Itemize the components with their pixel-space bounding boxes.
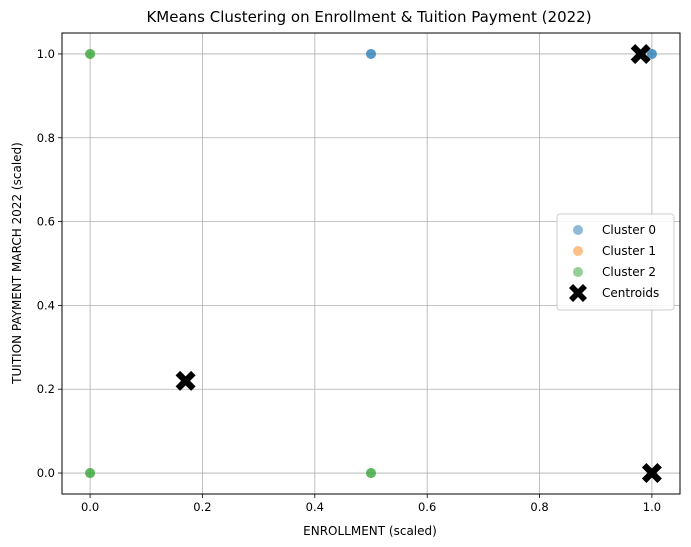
centroid-marker xyxy=(641,463,662,484)
x-axis-label: ENROLLMENT (scaled) xyxy=(303,524,437,538)
data-point-overlap xyxy=(85,468,96,479)
y-tick-label: 0.4 xyxy=(37,298,55,312)
x-tick-label: 0.8 xyxy=(530,500,548,514)
y-tick-label: 0.0 xyxy=(37,466,55,480)
data-point-overlap xyxy=(85,48,96,59)
legend-marker xyxy=(573,246,583,256)
y-tick-label: 0.6 xyxy=(37,215,55,229)
data-point-overlap xyxy=(366,48,376,59)
data-point-overlap xyxy=(366,468,376,479)
y-axis-label: TUITION PAYMENT MARCH 2022 (scaled) xyxy=(10,142,24,385)
data-point-overlap xyxy=(646,48,657,59)
legend-label: Cluster 0 xyxy=(602,223,656,237)
legend-label: Centroids xyxy=(602,286,659,300)
legend-marker xyxy=(573,267,583,277)
x-tick-label: 0.0 xyxy=(81,500,99,514)
legend-label: Cluster 1 xyxy=(602,244,656,258)
x-tick-label: 0.2 xyxy=(193,500,211,514)
axis-ticks: 0.0 0.2 0.4 0.6 0.8 1.0 0.0 0.2 0.4 0.6 0.8 1.0 xyxy=(37,47,661,514)
y-tick-label: 0.2 xyxy=(37,382,55,396)
legend-label: Cluster 2 xyxy=(602,265,656,279)
centroid-marker xyxy=(175,370,196,391)
data-points xyxy=(85,43,662,484)
chart-title: KMeans Clustering on Enrollment & Tuitio… xyxy=(146,8,591,26)
legend-centroid-marker xyxy=(569,284,587,302)
legend: Cluster 0 Cluster 1 Cluster 2 Centroids xyxy=(556,213,675,311)
y-tick-label: 0.8 xyxy=(37,131,55,145)
legend-box xyxy=(556,213,675,311)
x-tick-label: 0.4 xyxy=(306,500,324,514)
x-tick-label: 0.6 xyxy=(418,500,436,514)
plot-frame xyxy=(61,32,681,495)
x-tick-label: 1.0 xyxy=(643,500,661,514)
legend-marker xyxy=(573,225,583,235)
y-tick-label: 1.0 xyxy=(37,47,55,61)
centroid-marker xyxy=(630,43,651,64)
